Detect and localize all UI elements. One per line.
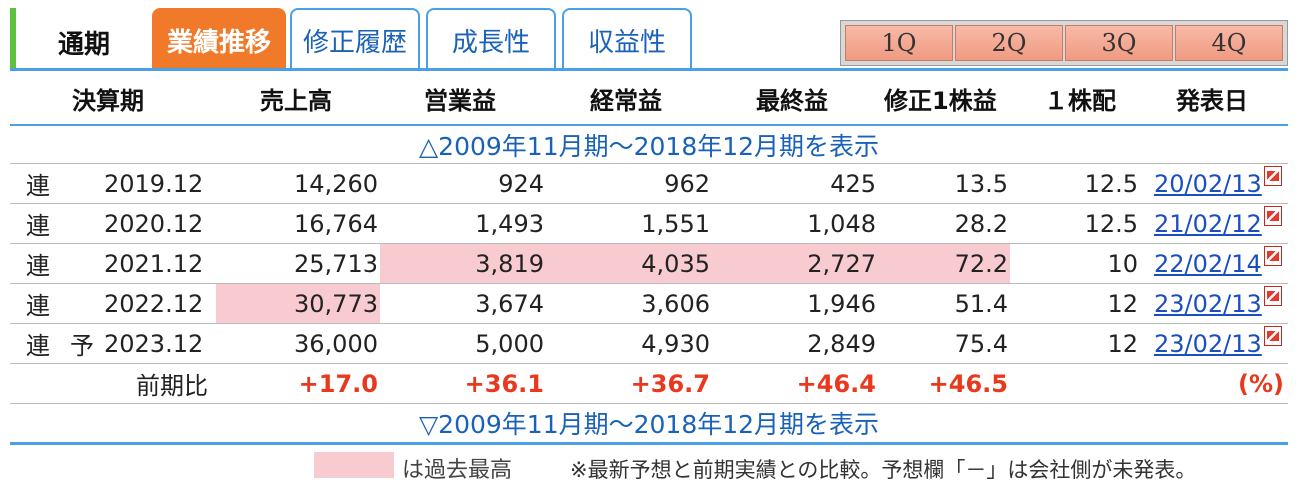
pdf-icon[interactable] bbox=[1263, 165, 1282, 186]
ratio-sales: +17.0 bbox=[298, 369, 378, 398]
announce-date-link[interactable]: 23/02/13 bbox=[1154, 289, 1262, 318]
row-net-profit: 2,727 bbox=[712, 244, 878, 283]
announce-date-link[interactable]: 20/02/13 bbox=[1154, 169, 1262, 198]
row-ordinary-profit: 1,551 bbox=[641, 209, 710, 238]
pdf-icon[interactable] bbox=[1263, 325, 1282, 346]
row-sales: 16,764 bbox=[294, 209, 378, 238]
quarter-button-3q[interactable]: 3Q bbox=[1065, 25, 1173, 61]
row-dividend: 12.5 bbox=[1084, 209, 1138, 238]
pdf-icon[interactable] bbox=[1263, 205, 1282, 226]
header-operating-profit: 営業益 bbox=[424, 86, 496, 115]
row-operating-profit: 5,000 bbox=[475, 329, 544, 358]
row-sales: 25,713 bbox=[294, 249, 378, 278]
row-type: 連 bbox=[26, 332, 50, 360]
row-net-profit: 2,849 bbox=[807, 329, 876, 358]
table-row: 連 2020.12 16,764 1,493 1,551 1,048 28.2 12.5 21/… bbox=[10, 204, 1288, 244]
table-row: 連 2021.12 25,713 3,819 4,035 2,727 72.2 10 22/02… bbox=[10, 244, 1288, 284]
tab-growth[interactable]: 成長性 bbox=[426, 8, 556, 70]
table-row: 連 2019.12 14,260 924 962 425 13.5 12.5 20/02/13 bbox=[10, 164, 1288, 204]
row-period: 2020.12 bbox=[104, 209, 204, 238]
row-announce-date-cell: 23/02/13 bbox=[1154, 284, 1282, 323]
row-eps: 51.4 bbox=[954, 289, 1008, 318]
row-period: 2023.12 bbox=[104, 329, 204, 358]
table-header: 決算期 売上高 営業益 経常益 最終益 修正1株益 １株配 発表日 bbox=[10, 72, 1288, 126]
row-announce-date-cell: 21/02/12 bbox=[1154, 204, 1282, 243]
ratio-eps: +46.5 bbox=[928, 369, 1008, 398]
row-forecast-flag: 予 bbox=[70, 332, 94, 360]
header-net-profit: 最終益 bbox=[756, 86, 828, 115]
row-operating-profit: 3,819 bbox=[380, 244, 546, 283]
row-sales: 14,260 bbox=[294, 169, 378, 198]
ratio-unit: (%) bbox=[1238, 369, 1284, 398]
row-sales: 36,000 bbox=[294, 329, 378, 358]
announce-date-link[interactable]: 21/02/12 bbox=[1154, 209, 1262, 238]
ratio-label: 前期比 bbox=[136, 372, 208, 400]
row-announce-date-cell: 20/02/13 bbox=[1154, 164, 1282, 203]
row-ordinary-profit: 4,035 bbox=[546, 244, 712, 283]
quarter-buttons: 1Q 2Q 3Q 4Q bbox=[840, 20, 1288, 66]
row-eps: 28.2 bbox=[954, 209, 1008, 238]
show-previous-top-link[interactable]: △2009年11月期〜2018年12月期を表示 bbox=[10, 126, 1288, 164]
row-operating-profit: 1,493 bbox=[475, 209, 544, 238]
quarter-button-1q[interactable]: 1Q bbox=[845, 25, 953, 61]
earnings-table: 決算期 売上高 営業益 経常益 最終益 修正1株益 １株配 発表日 △2009年… bbox=[10, 72, 1288, 445]
legend-text: は過去最高 bbox=[402, 458, 513, 483]
header-dividend: １株配 bbox=[1044, 86, 1116, 115]
quarter-button-4q[interactable]: 4Q bbox=[1175, 25, 1283, 61]
row-ordinary-profit: 3,606 bbox=[641, 289, 710, 318]
row-ordinary-profit: 962 bbox=[664, 169, 710, 198]
row-operating-profit: 3,674 bbox=[475, 289, 544, 318]
row-net-profit: 425 bbox=[830, 169, 876, 198]
header-eps: 修正1株益 bbox=[884, 86, 997, 115]
announce-date-link[interactable]: 22/02/14 bbox=[1154, 249, 1262, 278]
announce-date-link[interactable]: 23/02/13 bbox=[1154, 329, 1262, 358]
period-label-text: 通期 bbox=[58, 30, 111, 60]
ratio-row: 前期比 +17.0 +36.1 +36.7 +46.4 +46.5 (%) bbox=[10, 364, 1288, 404]
header-period: 決算期 bbox=[72, 86, 144, 115]
ratio-ordinary-profit: +36.7 bbox=[630, 369, 710, 398]
quarter-button-2q[interactable]: 2Q bbox=[955, 25, 1063, 61]
row-net-profit: 1,048 bbox=[807, 209, 876, 238]
row-dividend: 12 bbox=[1107, 329, 1138, 358]
row-eps: 75.4 bbox=[954, 329, 1008, 358]
period-label: 通期 bbox=[10, 8, 146, 70]
ratio-operating-profit: +36.1 bbox=[464, 369, 544, 398]
row-period: 2019.12 bbox=[104, 169, 204, 198]
tab-bar: 通期 業績推移 修正履歴 成長性 収益性 1Q 2Q 3Q 4Q bbox=[0, 0, 1298, 72]
footnote: ※最新予想と前期実績との比較。予想欄「－」は会社側が未発表。 bbox=[570, 458, 1197, 482]
row-sales: 30,773 bbox=[216, 284, 380, 323]
ratio-net-profit: +46.4 bbox=[796, 369, 876, 398]
header-sales: 売上高 bbox=[260, 86, 332, 115]
tab-divider bbox=[10, 68, 1288, 71]
row-type: 連 bbox=[26, 172, 50, 200]
table-row: 連 2022.12 30,773 3,674 3,606 1,946 51.4 12 23/02… bbox=[10, 284, 1288, 324]
show-previous-bottom-link[interactable]: ▽2009年11月期〜2018年12月期を表示 bbox=[418, 410, 880, 439]
row-dividend: 10 bbox=[1107, 249, 1138, 278]
tab-profitability[interactable]: 収益性 bbox=[562, 8, 692, 70]
row-net-profit: 1,946 bbox=[807, 289, 876, 318]
pdf-icon[interactable] bbox=[1263, 245, 1282, 266]
legend-swatch bbox=[314, 452, 394, 478]
row-announce-date-cell: 22/02/14 bbox=[1154, 244, 1282, 283]
row-type: 連 bbox=[26, 212, 50, 240]
row-operating-profit: 924 bbox=[498, 169, 544, 198]
header-ordinary-profit: 経常益 bbox=[590, 86, 662, 115]
row-eps: 72.2 bbox=[878, 244, 1010, 283]
tab-performance[interactable]: 業績推移 bbox=[152, 8, 286, 70]
header-announce-date: 発表日 bbox=[1176, 86, 1248, 115]
tab-revision-history[interactable]: 修正履歴 bbox=[290, 8, 420, 70]
row-dividend: 12 bbox=[1107, 289, 1138, 318]
row-eps: 13.5 bbox=[954, 169, 1008, 198]
row-period: 2022.12 bbox=[104, 289, 204, 318]
row-type: 連 bbox=[26, 292, 50, 320]
row-type: 連 bbox=[26, 252, 50, 280]
row-period: 2021.12 bbox=[104, 249, 204, 278]
table-row: 連予 2023.12 36,000 5,000 4,930 2,849 75.4 12 23/0… bbox=[10, 324, 1288, 364]
pdf-icon[interactable] bbox=[1263, 285, 1282, 306]
table-bottom-line bbox=[10, 442, 1288, 445]
row-dividend: 12.5 bbox=[1084, 169, 1138, 198]
row-announce-date-cell: 23/02/13 bbox=[1154, 324, 1282, 363]
row-ordinary-profit: 4,930 bbox=[641, 329, 710, 358]
